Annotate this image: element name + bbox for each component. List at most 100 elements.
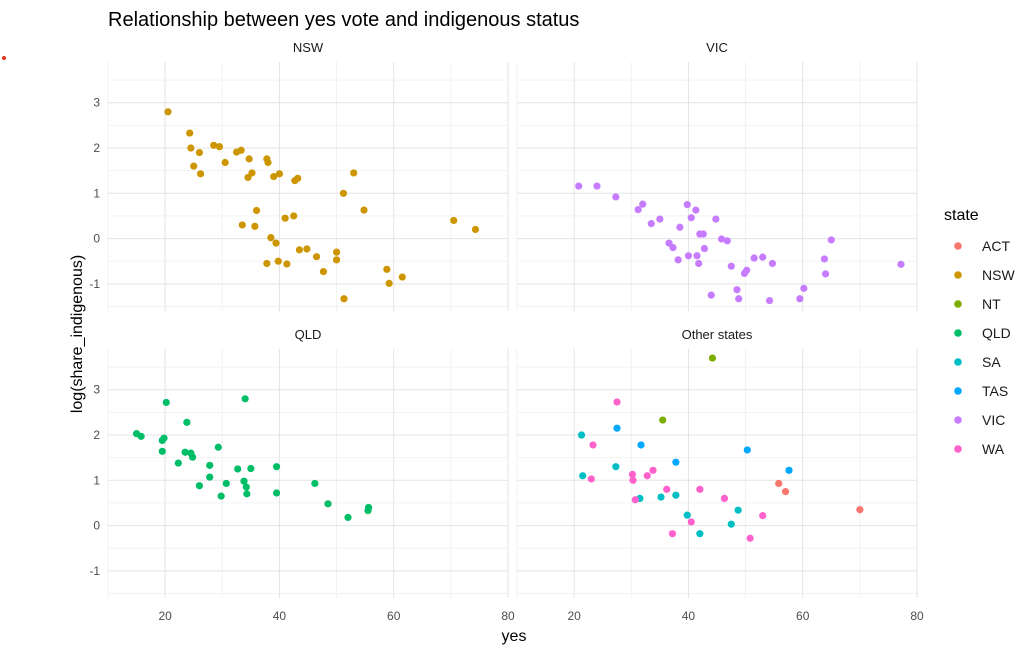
data-points: [164, 108, 480, 303]
data-point-nsw: [450, 216, 458, 225]
legend-item-nsw: NSW: [954, 267, 1015, 283]
data-point-wa: [668, 530, 677, 538]
data-point-vic: [683, 201, 691, 209]
legend-key: [954, 300, 962, 308]
data-point-vic: [800, 284, 808, 292]
data-point-tas: [672, 458, 680, 466]
legend-label: WA: [982, 441, 1005, 457]
data-point-qld: [364, 503, 373, 512]
data-point-nsw: [312, 253, 321, 261]
data-point-sa: [734, 506, 742, 514]
data-point-nsw: [272, 239, 280, 247]
data-point-nsw: [283, 260, 291, 268]
x-tick-label: 80: [910, 609, 924, 623]
minor-gridlines: [516, 349, 917, 598]
data-point-vic: [707, 291, 715, 299]
data-point-vic: [639, 200, 647, 208]
data-point-qld: [234, 465, 242, 473]
data-point-nsw: [195, 148, 204, 157]
data-point-vic: [695, 259, 703, 268]
data-point-vic: [656, 215, 664, 223]
minor-gridlines: [107, 62, 508, 311]
data-point-vic: [669, 244, 677, 252]
data-point-qld: [137, 432, 145, 440]
data-point-nsw: [221, 158, 229, 167]
panel-vic: VIC: [516, 40, 918, 311]
data-point-sa: [696, 530, 704, 538]
legend-label: TAS: [982, 383, 1008, 399]
x-tick-label: 80: [501, 609, 515, 623]
data-point-act: [856, 506, 864, 514]
red-marker-dot: [2, 56, 6, 60]
legend-key: [954, 271, 962, 279]
data-point-nsw: [340, 295, 348, 303]
data-point-nsw: [215, 143, 224, 151]
data-point-sa: [612, 463, 620, 471]
data-point-qld: [206, 473, 214, 481]
x-tick-label: 60: [796, 609, 810, 623]
data-point-vic: [699, 230, 707, 238]
data-point-nsw: [360, 206, 368, 214]
legend-item-vic: VIC: [954, 412, 1005, 428]
data-point-sa: [657, 493, 665, 501]
data-point-vic: [692, 206, 700, 214]
data-points: [577, 354, 864, 542]
x-tick-label: 20: [567, 609, 581, 623]
data-point-vic: [717, 235, 726, 243]
data-point-nsw: [290, 212, 298, 220]
data-point-nsw: [187, 144, 195, 152]
data-point-nsw: [164, 108, 172, 116]
legend-label: NT: [982, 296, 1001, 312]
data-point-nt: [708, 354, 717, 362]
data-point-vic: [676, 223, 684, 231]
data-point-vic: [768, 259, 777, 268]
data-point-vic: [634, 205, 642, 214]
data-point-nsw: [385, 279, 393, 287]
x-tick-label: 40: [682, 609, 696, 623]
facet-title: VIC: [706, 40, 728, 55]
data-point-nsw: [319, 268, 328, 276]
y-tick-label: 1: [93, 473, 100, 487]
data-point-vic: [820, 255, 829, 263]
data-point-sa: [579, 472, 587, 480]
data-point-nsw: [190, 162, 198, 170]
data-point-vic: [743, 266, 751, 274]
data-point-qld: [247, 464, 255, 473]
data-point-qld: [241, 395, 249, 403]
data-point-nsw: [244, 173, 252, 182]
data-point-qld: [344, 513, 352, 522]
data-point-nsw: [332, 256, 341, 264]
data-point-vic: [723, 237, 731, 245]
data-point-qld: [206, 461, 214, 469]
x-tick-label: 20: [158, 609, 172, 623]
data-point-tas: [637, 441, 645, 449]
data-point-wa: [649, 466, 657, 474]
major-gridlines: [517, 62, 918, 311]
data-point-wa: [628, 470, 637, 479]
data-point-qld: [240, 477, 248, 485]
data-point-qld: [174, 459, 182, 467]
data-point-wa: [631, 496, 639, 504]
data-point-nsw: [274, 257, 282, 265]
data-point-qld: [222, 479, 230, 488]
data-point-vic: [750, 254, 758, 262]
data-point-nsw: [267, 234, 275, 242]
data-point-sa: [577, 431, 586, 439]
data-point-nsw: [383, 265, 391, 273]
y-tick-label: 3: [93, 96, 100, 110]
data-point-wa: [643, 472, 651, 480]
data-point-qld: [311, 479, 319, 488]
data-point-wa: [589, 441, 597, 449]
data-point-qld: [272, 463, 281, 471]
data-point-wa: [629, 476, 637, 484]
panel-qld: QLD -1 0 1 2 3 20 40 60 80: [89, 327, 515, 623]
data-point-qld: [242, 483, 250, 491]
data-point-nsw: [471, 225, 480, 234]
data-point-nsw: [281, 214, 289, 222]
legend-label: ACT: [982, 238, 1010, 254]
data-point-vic: [687, 214, 695, 222]
data-point-vic: [759, 253, 767, 261]
